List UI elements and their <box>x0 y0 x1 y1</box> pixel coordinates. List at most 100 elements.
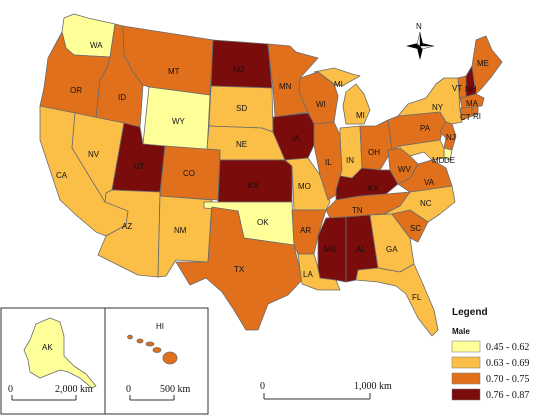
label-HI: HI <box>156 322 164 331</box>
label-UT: UT <box>134 162 145 171</box>
state-NM <box>157 195 213 278</box>
label-AK: AK <box>42 343 53 352</box>
label-OR: OR <box>70 86 82 95</box>
label-KY: KY <box>368 184 379 193</box>
state-TX <box>175 206 303 331</box>
label-LA: LA <box>303 270 313 279</box>
label-CA: CA <box>56 171 68 180</box>
state-MD <box>399 139 445 161</box>
label-OH: OH <box>368 148 380 157</box>
legend-label: 0.63 - 0.69 <box>486 358 529 369</box>
alaska-inset: AK 0 2,000 km <box>0 307 106 415</box>
legend: Legend Male 0.45 - 0.62 0.63 - 0.69 0.70… <box>451 307 529 401</box>
alaska-scale-end: 2,000 km <box>55 384 93 395</box>
label-GA: GA <box>386 245 398 254</box>
legend-label: 0.45 - 0.62 <box>486 342 529 353</box>
label-NJ: NJ <box>446 133 456 142</box>
main-scale-end: 1,000 km <box>354 381 392 392</box>
north-label: N <box>416 22 422 31</box>
label-MI-upper: MI <box>334 80 343 89</box>
label-NY: NY <box>432 103 444 112</box>
label-WY: WY <box>172 117 186 126</box>
legend-swatch <box>451 372 481 385</box>
label-NC: NC <box>420 199 432 208</box>
hawaii-scale-end: 500 km <box>160 384 191 395</box>
legend-swatch <box>451 340 481 353</box>
label-MD: MD <box>432 156 445 165</box>
legend-item: 0.76 - 0.87 <box>451 388 529 401</box>
state-MA <box>459 93 485 109</box>
legend-label: 0.70 - 0.75 <box>486 374 529 385</box>
label-NH: NH <box>465 85 477 94</box>
legend-subtitle: Male <box>452 327 470 336</box>
state-IN <box>339 125 363 179</box>
state-AK <box>23 317 97 389</box>
legend-item: 0.63 - 0.69 <box>451 356 529 369</box>
state-NY <box>397 77 463 125</box>
label-MO: MO <box>298 182 311 191</box>
label-DE: DE <box>444 156 455 165</box>
legend-label: 0.76 - 0.87 <box>486 390 529 401</box>
state-FL <box>355 263 439 337</box>
label-NE: NE <box>236 140 247 149</box>
state-MS <box>317 216 347 283</box>
alaska-scale-start: 0 <box>8 384 13 395</box>
label-MS: MS <box>324 245 336 254</box>
states-layer <box>39 13 503 337</box>
state-RI <box>471 105 479 117</box>
compass-rose-icon: N <box>406 22 435 60</box>
label-KS: KS <box>248 181 259 190</box>
label-TX: TX <box>234 265 245 274</box>
label-SC: SC <box>410 224 421 233</box>
label-OK: OK <box>257 218 269 227</box>
label-ID: ID <box>118 93 126 102</box>
state-OH <box>359 119 393 171</box>
label-IA: IA <box>292 134 300 143</box>
legend-title: Legend <box>452 307 488 318</box>
label-MI-lower: MI <box>356 111 365 120</box>
label-PA: PA <box>420 124 431 133</box>
label-IN: IN <box>346 156 354 165</box>
label-AL: AL <box>356 245 366 254</box>
label-WI: WI <box>316 100 326 109</box>
state-HI <box>127 334 178 365</box>
label-SD: SD <box>236 104 247 113</box>
label-VA: VA <box>424 178 435 187</box>
state-labels: WA OR CA ID NV MT WY UT AZ CO NM ND SD N… <box>56 41 489 302</box>
label-AR: AR <box>300 226 311 235</box>
label-CO: CO <box>183 169 195 178</box>
label-TN: TN <box>352 206 363 215</box>
label-MN: MN <box>279 82 292 91</box>
state-WA <box>61 13 116 58</box>
state-MI <box>313 67 371 125</box>
legend-swatch <box>451 356 481 369</box>
label-FL: FL <box>412 293 422 302</box>
main-scale-bar: 0 1,000 km <box>260 381 392 400</box>
label-NV: NV <box>88 150 100 159</box>
label-CT: CT <box>460 113 471 122</box>
label-RI: RI <box>473 112 481 121</box>
label-IL: IL <box>325 158 332 167</box>
label-ND: ND <box>233 65 245 74</box>
hawaii-scale-start: 0 <box>126 384 131 395</box>
state-ME <box>471 35 503 95</box>
state-NC <box>383 185 456 223</box>
label-ME: ME <box>477 59 489 68</box>
state-LA <box>297 253 341 291</box>
legend-swatch <box>451 388 481 401</box>
label-WA: WA <box>90 41 103 50</box>
legend-item: 0.70 - 0.75 <box>451 372 529 385</box>
legend-item: 0.45 - 0.62 <box>451 340 529 353</box>
label-AZ: AZ <box>122 222 132 231</box>
label-MT: MT <box>168 67 180 76</box>
state-ND <box>210 39 273 89</box>
main-scale-start: 0 <box>260 381 265 392</box>
label-MA: MA <box>466 99 479 108</box>
hawaii-inset: HI 0 500 km <box>104 307 209 415</box>
label-VT: VT <box>452 84 462 93</box>
state-MO <box>284 157 331 211</box>
label-NM: NM <box>174 226 187 235</box>
state-KS <box>217 159 293 203</box>
label-WV: WV <box>398 165 412 174</box>
